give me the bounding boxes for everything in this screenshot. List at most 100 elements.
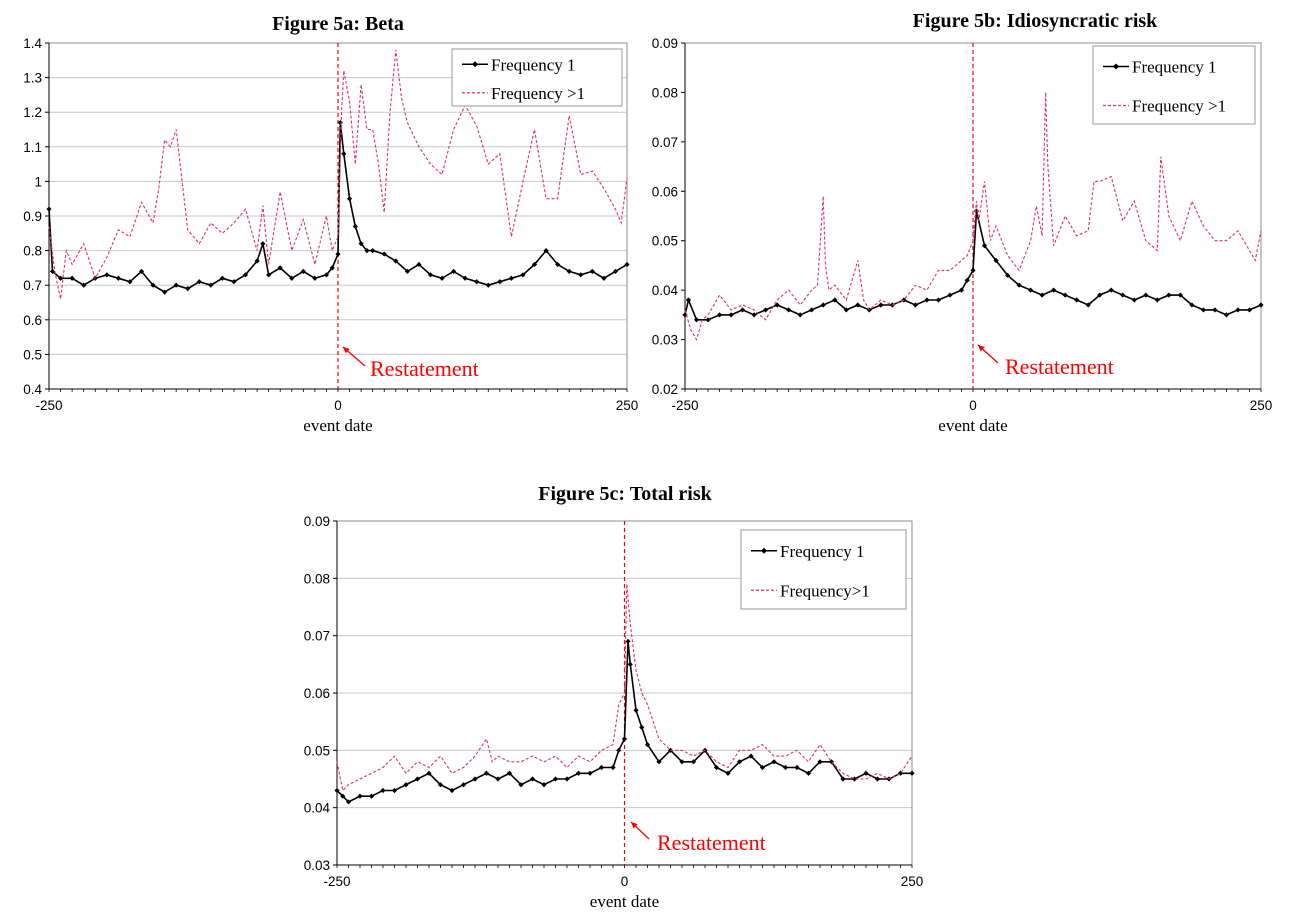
data-point [840,776,846,782]
data-point [393,258,399,264]
data-point [828,759,835,765]
data-point [612,268,619,274]
data-point [208,282,214,288]
x-tick-label: 0 [334,398,342,413]
data-point [748,753,754,759]
data-point [1212,307,1218,313]
y-tick-label: 1 [34,174,42,189]
data-point [127,279,133,285]
y-tick-label: 1.3 [23,71,42,86]
series-line-frequency-gt1 [684,92,1262,341]
legend-marker [761,547,767,554]
data-point [49,268,56,274]
data-point [552,776,559,782]
data-point [1108,287,1114,293]
data-point [639,724,645,730]
y-tick-label: 0.6 [23,313,42,328]
data-point [1258,302,1264,308]
data-point [451,268,457,274]
data-point [1004,272,1011,278]
data-point [520,272,526,278]
data-point [439,275,445,281]
data-point [564,776,570,782]
x-tick-label: 250 [901,874,924,889]
data-point [1097,292,1103,298]
data-point [426,770,432,776]
chart-title: Figure 5a: Beta [272,13,404,35]
data-point [1028,287,1034,293]
data-point [578,272,584,278]
data-point [364,248,370,254]
data-point [575,770,582,776]
x-tick-label: -250 [671,398,698,413]
series-line-frequency-gt1 [336,584,913,792]
data-point [863,770,869,776]
data-point [786,307,792,313]
data-point [690,759,697,765]
data-point [266,272,272,278]
data-point [820,302,826,308]
chart-5c-total-risk: Figure 5c: Total risk 0.03 0.04 0.05 0.06 0.0… [304,483,924,911]
data-point [716,312,723,318]
data-point [736,759,743,765]
y-tick-label: 1.2 [23,105,42,120]
data-point [341,151,347,157]
data-point [993,257,999,264]
annotation-arrowhead [631,822,638,829]
data-point [725,770,731,776]
data-point [358,241,364,247]
data-point [329,265,335,271]
y-tick-label: 0.03 [652,333,678,348]
data-point [644,742,651,748]
data-point [679,759,685,765]
data-point [832,297,838,303]
x-tick-label: 250 [616,398,639,413]
data-point [763,307,769,313]
data-point [878,302,884,308]
data-point [855,302,861,308]
data-point [335,251,341,257]
data-point [69,275,75,281]
legend-marker [1113,63,1119,70]
y-tick-label: 0.06 [304,686,330,701]
chart-title: Figure 5c: Total risk [538,483,712,505]
data-point [947,292,953,298]
data-point [774,302,780,308]
data-point [973,208,980,214]
data-point [323,272,330,278]
data-point [1039,292,1045,298]
data-point [616,747,622,753]
y-tick-label: 0.04 [652,283,679,298]
data-point [531,261,538,268]
data-point [231,279,237,285]
data-point [508,275,514,281]
data-point [506,770,513,776]
data-point [497,279,503,285]
legend-label: Frequency >1 [1132,97,1226,116]
data-point [300,268,306,274]
data-point [705,317,711,323]
data-point [981,243,988,249]
data-point [740,307,746,313]
data-point [924,297,930,303]
data-point [627,661,633,667]
x-tick-label: 0 [621,874,629,889]
data-point [805,770,812,776]
data-point [196,279,202,285]
y-tick-label: 0.05 [652,234,678,249]
data-point [340,793,346,799]
data-point [771,759,777,765]
data-point [289,275,295,281]
data-point [474,279,480,285]
data-point [1246,307,1253,313]
data-point [485,282,491,288]
y-tick-label: 0.09 [304,514,330,529]
x-tick-label: -250 [35,398,62,413]
data-point [1120,292,1126,298]
data-point [693,317,700,323]
data-point [728,312,734,318]
data-point [713,764,720,771]
data-point [1189,302,1195,308]
data-point [495,776,501,782]
data-point [81,282,87,288]
